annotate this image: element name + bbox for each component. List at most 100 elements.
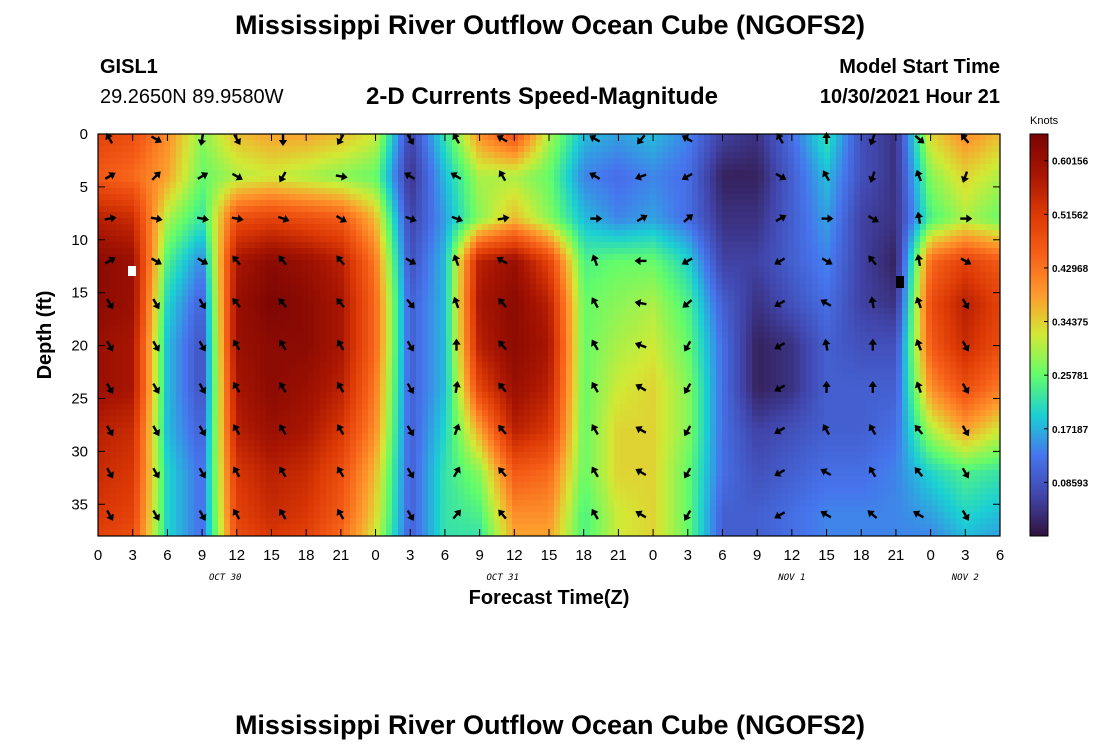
heat-cell bbox=[632, 248, 639, 255]
heat-cell bbox=[698, 272, 705, 279]
heat-cell bbox=[482, 194, 489, 201]
heat-cell bbox=[452, 320, 459, 327]
heat-cell bbox=[116, 248, 123, 255]
heat-cell bbox=[332, 302, 339, 309]
heat-cell bbox=[986, 272, 993, 279]
heat-cell bbox=[614, 326, 621, 333]
heat-cell bbox=[380, 212, 387, 219]
heat-cell bbox=[248, 284, 255, 291]
heat-cell bbox=[638, 146, 645, 153]
heat-cell bbox=[932, 242, 939, 249]
heat-cell bbox=[962, 200, 969, 207]
heat-cell bbox=[842, 290, 849, 297]
heat-cell bbox=[914, 236, 921, 243]
heat-cell bbox=[698, 188, 705, 195]
heat-cell bbox=[836, 194, 843, 201]
heat-cell bbox=[986, 188, 993, 195]
heat-cell bbox=[878, 158, 885, 165]
heat-cell bbox=[158, 134, 165, 141]
heat-cell bbox=[386, 278, 393, 285]
heat-cell bbox=[152, 206, 159, 213]
heat-cell bbox=[296, 236, 303, 243]
heat-cell bbox=[704, 188, 711, 195]
heat-cell bbox=[626, 194, 633, 201]
heat-cell bbox=[206, 206, 213, 213]
heat-cell bbox=[674, 260, 681, 267]
heat-cell bbox=[188, 320, 195, 327]
heat-cell bbox=[692, 140, 699, 147]
heat-cell bbox=[992, 218, 999, 225]
heat-cell bbox=[560, 320, 567, 327]
heat-cell bbox=[902, 284, 909, 291]
heat-cell bbox=[770, 152, 777, 159]
heat-cell bbox=[902, 308, 909, 315]
heat-cell bbox=[824, 272, 831, 279]
heat-cell bbox=[380, 218, 387, 225]
heat-cell bbox=[836, 170, 843, 177]
heat-cell bbox=[668, 230, 675, 237]
heat-cell bbox=[848, 314, 855, 321]
heat-cell bbox=[842, 314, 849, 321]
heat-cell bbox=[554, 320, 561, 327]
heat-cell bbox=[110, 266, 117, 273]
heat-cell bbox=[188, 200, 195, 207]
heat-cell bbox=[602, 158, 609, 165]
heat-cell bbox=[140, 266, 147, 273]
heat-cell bbox=[308, 152, 315, 159]
heat-cell bbox=[926, 248, 933, 255]
heat-cell bbox=[380, 206, 387, 213]
heat-cell bbox=[284, 278, 291, 285]
heat-cell bbox=[464, 242, 471, 249]
heat-cell bbox=[614, 242, 621, 249]
heat-cell bbox=[986, 230, 993, 237]
heat-cell bbox=[716, 146, 723, 153]
heat-cell bbox=[476, 248, 483, 255]
heat-cell bbox=[932, 254, 939, 261]
heat-cell bbox=[584, 188, 591, 195]
heat-cell bbox=[950, 308, 957, 315]
heat-cell bbox=[374, 260, 381, 267]
page-title: Mississippi River Outflow Ocean Cube (NG… bbox=[234, 10, 866, 40]
heat-cell bbox=[830, 242, 837, 249]
heat-cell bbox=[806, 188, 813, 195]
heat-cell bbox=[662, 158, 669, 165]
heat-cell bbox=[422, 272, 429, 279]
heat-cell bbox=[686, 272, 693, 279]
heat-cell bbox=[914, 164, 921, 171]
heat-cell bbox=[674, 296, 681, 303]
heat-cell bbox=[446, 296, 453, 303]
heat-cell bbox=[446, 152, 453, 159]
heat-cell bbox=[716, 182, 723, 189]
heat-cell bbox=[584, 302, 591, 309]
heat-cell bbox=[944, 296, 951, 303]
heat-cell bbox=[104, 140, 111, 147]
heat-cell bbox=[614, 224, 621, 231]
heat-cell bbox=[260, 314, 267, 321]
heat-cell bbox=[248, 236, 255, 243]
heat-cell bbox=[308, 308, 315, 315]
heat-cell bbox=[392, 284, 399, 291]
heat-cell bbox=[266, 212, 273, 219]
heat-cell bbox=[896, 188, 903, 195]
heat-cell bbox=[608, 164, 615, 171]
heat-cell bbox=[416, 146, 423, 153]
heat-cell bbox=[104, 236, 111, 243]
heat-cell bbox=[194, 296, 201, 303]
heat-cell bbox=[806, 272, 813, 279]
heat-cell bbox=[152, 158, 159, 165]
heat-cell bbox=[452, 164, 459, 171]
heat-cell bbox=[920, 236, 927, 243]
heat-cell bbox=[350, 212, 357, 219]
heat-cell bbox=[980, 314, 987, 321]
heat-cell bbox=[986, 254, 993, 261]
heat-cell bbox=[902, 230, 909, 237]
heat-cell bbox=[878, 260, 885, 267]
heat-cell bbox=[320, 266, 327, 273]
heat-cell bbox=[362, 260, 369, 267]
heat-cell bbox=[770, 260, 777, 267]
heat-cell bbox=[818, 200, 825, 207]
heat-cell bbox=[326, 248, 333, 255]
heat-cell bbox=[206, 158, 213, 165]
heat-cell bbox=[992, 176, 999, 183]
heat-cell bbox=[344, 302, 351, 309]
